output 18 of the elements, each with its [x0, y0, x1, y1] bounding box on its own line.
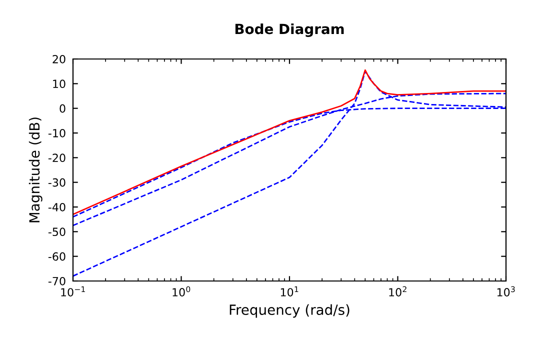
y-tick-label: 0 — [60, 104, 66, 113]
x-tick-label: 10$^{−1}$ — [61, 286, 85, 296]
y-tick-label: -50 — [48, 228, 66, 236]
y-tick-label: -60 — [48, 252, 66, 261]
x-axis-title: Frequency (rad/s) — [230, 304, 350, 318]
y-tick-label: -10 — [48, 128, 66, 138]
y-tick-label: -20 — [48, 154, 66, 162]
x-tick-label: 10$^{3}$ — [497, 286, 515, 296]
y-tick-label: 10 — [53, 80, 66, 88]
chart-title: Bode Diagram — [235, 23, 344, 37]
y-tick-label: -30 — [48, 178, 66, 187]
y-tick-label: -70 — [48, 276, 66, 286]
y-tick-label: -40 — [48, 202, 66, 212]
y-axis-title: Magnitude (dB) — [28, 118, 42, 222]
y-tick-label: 20 — [52, 54, 66, 64]
x-tick-label: 10$^{0}$ — [172, 286, 190, 296]
x-tick-label: 10$^{2}$ — [389, 286, 406, 296]
x-tick-label: 10$^{1}$ — [280, 286, 298, 296]
